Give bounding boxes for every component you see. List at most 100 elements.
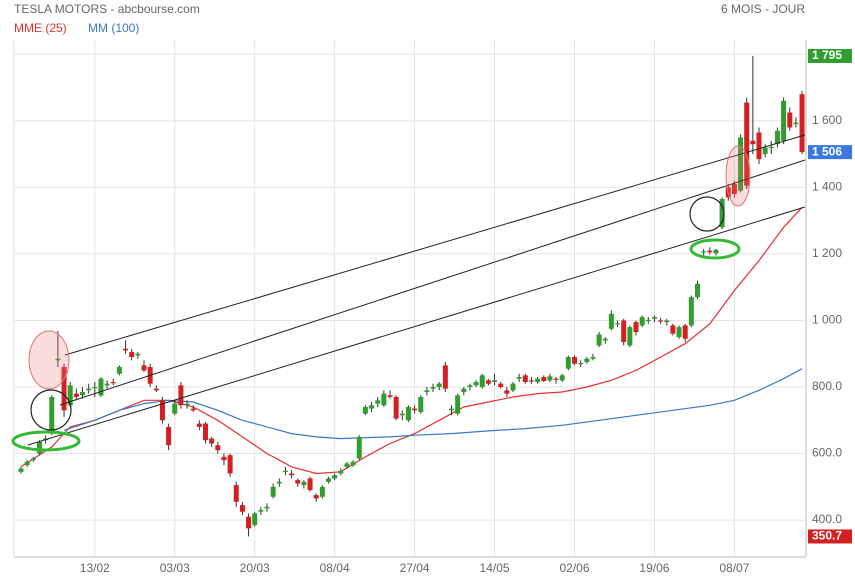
candle-body	[369, 405, 375, 409]
candle-body	[405, 406, 411, 421]
x-tick-label: 13/02	[80, 561, 110, 575]
y-tick-label: 800.0	[812, 379, 842, 393]
x-tick-label: 19/06	[639, 561, 669, 575]
candle-body	[387, 395, 393, 397]
candle-body	[461, 388, 467, 392]
candle-body	[282, 470, 288, 473]
candle-body	[129, 352, 135, 358]
candle-body	[61, 367, 67, 411]
highlight-ellipse	[28, 330, 70, 390]
highlight-circle	[689, 196, 725, 232]
candle-body	[344, 463, 350, 467]
y-tick-label: 400.0	[812, 512, 842, 526]
candle-body	[719, 199, 725, 228]
candle-body	[375, 400, 381, 404]
candle-body	[627, 327, 633, 346]
price-marker-label: 1 506	[812, 144, 842, 158]
candle-body	[602, 338, 608, 341]
candle-body	[793, 122, 799, 125]
x-tick-label: 03/03	[160, 561, 190, 575]
legend: MME (25) MM (100)	[14, 21, 139, 35]
candle-body	[24, 461, 30, 466]
candle-body	[787, 112, 793, 128]
candle-body	[774, 130, 780, 145]
candle-body	[326, 478, 331, 482]
candle-body	[184, 403, 190, 406]
candle-body	[123, 348, 129, 351]
candle-body	[424, 390, 430, 392]
candle-body	[750, 140, 756, 145]
candle-body	[498, 383, 504, 387]
candle-body	[738, 137, 744, 191]
candle-body	[313, 495, 319, 499]
x-tick-label: 08/04	[320, 561, 350, 575]
y-tick-label: 1 000	[812, 313, 842, 327]
candle-body	[615, 323, 621, 325]
candle-body	[596, 334, 602, 346]
candle-body	[233, 485, 239, 502]
candle-body	[762, 147, 768, 155]
channel-line	[59, 159, 806, 406]
candle-body	[362, 406, 368, 414]
candle-body	[36, 441, 42, 454]
price-marker	[808, 529, 852, 544]
candle-body	[196, 423, 202, 427]
candle-body	[449, 408, 454, 411]
y-tick-label: 1 400	[812, 180, 842, 194]
candle-body	[565, 357, 571, 369]
candle-body	[744, 102, 750, 186]
candle-body	[572, 357, 577, 364]
candle-body	[473, 382, 479, 386]
candle-body	[98, 378, 104, 396]
candle-body	[559, 375, 565, 381]
candle-body	[80, 391, 85, 396]
annotations	[11, 134, 806, 452]
candle-body	[492, 380, 498, 383]
candle-body	[178, 385, 184, 406]
candle-body	[246, 516, 252, 529]
y-tick-label: 1 600	[812, 113, 842, 127]
highlight-circle	[30, 389, 72, 431]
candle-body	[338, 470, 344, 474]
candle-body	[239, 505, 245, 512]
x-tick-label: 14/05	[480, 561, 510, 575]
candle-body	[393, 396, 399, 419]
candle-body	[110, 382, 116, 384]
y-tick-label: 600.0	[812, 446, 842, 460]
candle-body	[276, 481, 282, 484]
candle-body	[92, 386, 98, 389]
candle-body	[215, 445, 221, 451]
candle-body	[221, 456, 227, 461]
candle-body	[516, 377, 522, 379]
chart-subtitle: 6 MOIS - JOUR	[721, 2, 805, 16]
candle-body	[295, 480, 301, 484]
candle-body	[264, 506, 270, 509]
candle-body	[104, 383, 110, 386]
candle-body	[664, 320, 670, 323]
channel-line	[27, 206, 806, 446]
highlight-ellipse	[689, 238, 741, 260]
candle-body	[412, 408, 418, 411]
candle-body	[270, 486, 276, 497]
legend-label: MM (100)	[88, 21, 139, 35]
x-tick-label: 27/04	[400, 561, 430, 575]
candle-body	[430, 386, 436, 389]
candle-body	[522, 375, 528, 383]
candle-body	[350, 461, 356, 466]
price-marker	[808, 48, 852, 63]
candle-body	[381, 393, 387, 406]
price-marker-label: 1 795	[812, 48, 842, 62]
candle-body	[621, 320, 627, 343]
candle-body	[141, 365, 147, 371]
candle-body	[756, 132, 762, 160]
candle-body	[332, 475, 338, 479]
candle-body	[541, 377, 547, 382]
channel-line	[64, 134, 806, 356]
candle-body	[73, 393, 79, 397]
candle-body	[289, 473, 295, 476]
x-tick-label: 02/06	[559, 561, 589, 575]
candle-body	[356, 436, 362, 459]
candle-body	[399, 413, 405, 416]
